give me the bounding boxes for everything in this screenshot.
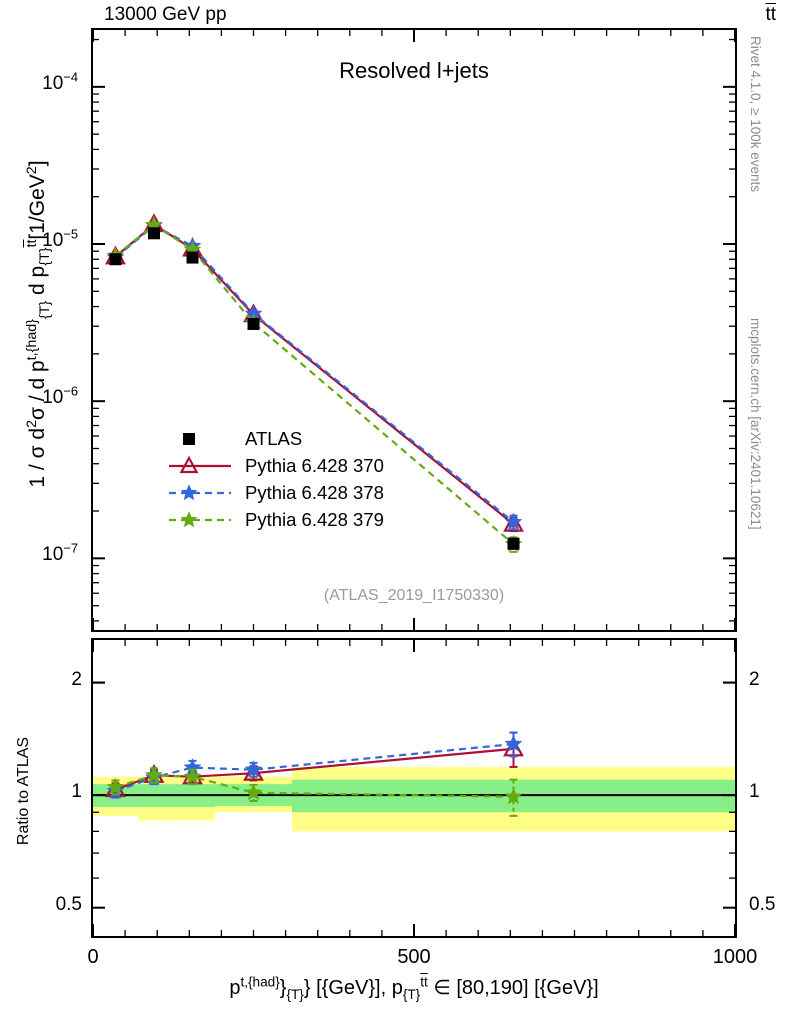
x-tick-label-0: 0 (87, 946, 99, 968)
legend-entry-0[interactable]: ATLAS (167, 425, 384, 452)
legend-entry-1[interactable]: Pythia 6.428 370 (167, 452, 384, 479)
legend-key-1 (167, 455, 233, 476)
legend-label-2: Pythia 6.428 378 (245, 481, 384, 503)
x-axis-title: pt,{had}}{T}} [{GeV}], p{T}tt ∈ [80,190]… (91, 974, 737, 1002)
legend-label-3: Pythia 6.428 379 (245, 508, 384, 530)
ratio-marker-star (183, 767, 202, 785)
rivet-version-caption: Rivet 4.1.0, ≥ 100k events (748, 36, 763, 192)
legend-key-2 (167, 483, 233, 503)
main-marker-atlas (507, 537, 520, 550)
process-label-text: tt (765, 4, 776, 25)
plot-title: Resolved l+jets (339, 58, 489, 83)
xlab-p1: p (229, 977, 241, 999)
main-marker-atlas (109, 253, 122, 266)
legend-key-0 (167, 429, 233, 449)
ratio-marker-star (244, 760, 263, 778)
process-label: tt (765, 4, 776, 26)
legend: ATLAS Pythia 6.428 370 Pythia 6.428 378 Pyt… (167, 425, 384, 533)
xlab-p3: } (279, 977, 287, 999)
ratio-marker-star (504, 734, 523, 752)
legend-entry-2[interactable]: Pythia 6.428 378 (167, 479, 384, 506)
x-tick-label-2: 1000 (712, 946, 758, 968)
legend-key-3 (167, 510, 233, 530)
y-tick-label-main-2: 10−6 (42, 383, 78, 409)
xlab-p2: t,{had} (240, 974, 280, 990)
ratio-panel-frame (91, 638, 737, 938)
main-marker-atlas (147, 227, 160, 240)
ratio-marker-star (244, 783, 263, 801)
y-tick-label-ratio-right-1: 1 (749, 781, 760, 803)
x-tick-label-1: 500 (397, 946, 431, 968)
ratio-marker-star (504, 787, 523, 805)
ratio-marker-star (106, 777, 125, 795)
y-tick-label-main-0: 10−4 (42, 69, 78, 94)
y-tick-label-ratio-right-0: 2 (749, 668, 760, 690)
main-marker-atlas (186, 251, 199, 264)
main-marker-star (504, 512, 523, 530)
beam-energy-label: 13000 GeV pp (104, 4, 227, 25)
mcplots-caption: mcplots.cern.ch [arXiv:2401.10621] (748, 318, 763, 530)
ratio-marker-triangle (243, 761, 264, 781)
ratio-line-1 (115, 742, 514, 793)
ratio-marker-star (145, 765, 163, 783)
xlab-p4: {T} (286, 987, 304, 1002)
legend-label-1: Pythia 6.428 370 (245, 454, 384, 476)
analysis-watermark: (ATLAS_2019_I1750330) (323, 587, 505, 604)
legend-entry-3[interactable]: Pythia 6.428 379 (167, 506, 384, 533)
y-tick-label-ratio-2: 0.5 (55, 893, 82, 915)
xlab-p6: {T} (402, 987, 421, 1002)
y-tick-label-ratio-0: 2 (71, 668, 82, 690)
y-tick-label-main-3: 10−7 (42, 541, 78, 566)
xlab-p5: } [{GeV}], p (303, 977, 403, 999)
xlab-p8: ∈ [80,190] [{GeV}] (427, 977, 599, 999)
y-tick-label-ratio-right-2: 0.5 (749, 893, 776, 915)
xlab-p7: tt (420, 974, 428, 990)
legend-label-0: ATLAS (245, 427, 303, 449)
main-marker-atlas (247, 317, 260, 330)
y-tick-label-ratio-1: 1 (71, 781, 82, 803)
main-panel-frame (91, 28, 737, 632)
main-line-3 (114, 223, 515, 546)
y-tick-label-main-1: 10−5 (42, 226, 78, 251)
